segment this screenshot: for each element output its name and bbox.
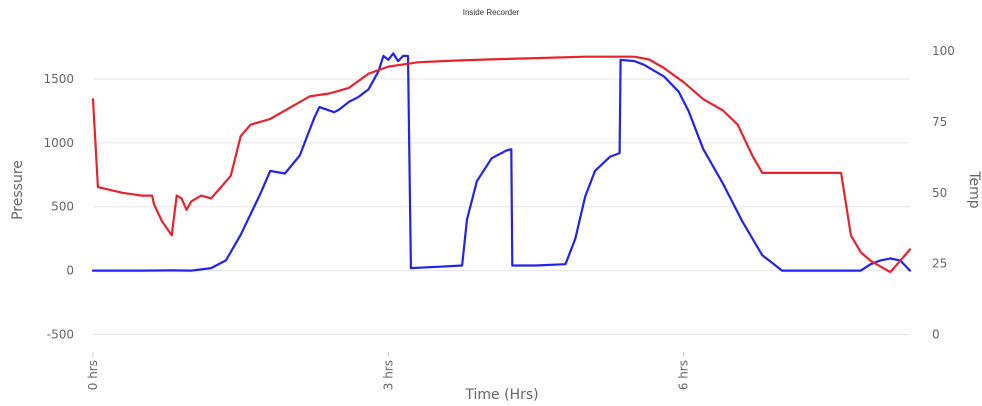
x-axis-ticks: 0 hrs 3 hrs 6 hrs	[86, 352, 691, 390]
chart-title: Inside Recorder	[463, 8, 520, 17]
right-axis-ticks: 0 25 50 75 100	[932, 44, 955, 342]
x-tick-label: 3 hrs	[381, 360, 395, 390]
left-axis-title: Pressure	[10, 160, 26, 220]
x-tick-label: 6 hrs	[677, 360, 691, 390]
series-line-temp	[91, 55, 912, 274]
right-tick-label: 75	[932, 115, 947, 129]
left-tick-label: 500	[51, 200, 74, 214]
right-tick-label: 25	[932, 257, 947, 271]
left-tick-label: -500	[47, 328, 74, 342]
x-tick-label: 0 hrs	[86, 360, 100, 390]
series-layer	[91, 52, 912, 274]
right-tick-label: 0	[932, 328, 940, 342]
left-tick-label: 1000	[43, 136, 74, 150]
grid-lines	[93, 78, 910, 335]
x-axis-title: Time (Hrs)	[464, 387, 538, 403]
left-axis-ticks: -500 0 500 1000 1500	[43, 72, 74, 342]
right-axis-title: Temp	[966, 170, 982, 208]
series-line-pressure	[91, 52, 912, 272]
right-tick-label: 50	[932, 186, 947, 200]
right-tick-label: 100	[932, 44, 955, 58]
left-tick-label: 0	[66, 264, 74, 278]
left-tick-label: 1500	[43, 72, 74, 86]
